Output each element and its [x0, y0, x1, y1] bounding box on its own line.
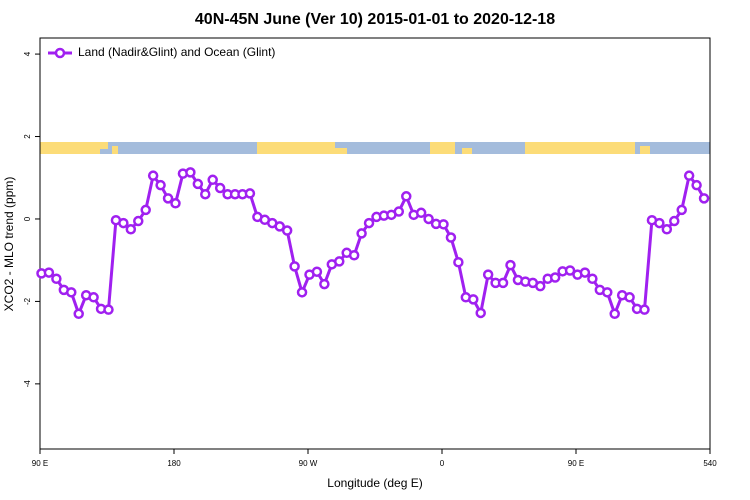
x-tick-label: 540: [703, 459, 717, 468]
data-point: [401, 191, 412, 202]
data-point: [393, 206, 405, 217]
data-point: [348, 249, 360, 261]
data-point: [185, 167, 196, 178]
data-point: [103, 304, 114, 315]
y-tick-label: -2: [23, 297, 32, 305]
data-point: [475, 307, 486, 319]
data-point: [214, 182, 226, 194]
data-point: [311, 266, 323, 277]
data-point: [639, 304, 650, 315]
data-point: [66, 287, 77, 298]
data-point: [43, 267, 55, 278]
data-point: [453, 257, 464, 268]
data-point: [207, 174, 218, 186]
y-tick-label: 2: [23, 134, 32, 139]
data-point: [602, 287, 613, 298]
data-point: [691, 179, 702, 191]
x-tick-label: 90 W: [299, 459, 318, 468]
x-tick-label: 90 E: [568, 459, 584, 468]
data-point: [147, 170, 159, 181]
data-point: [356, 228, 367, 239]
data-point: [564, 265, 576, 276]
data-point: [535, 280, 546, 292]
x-tick-label: 90 E: [32, 459, 48, 468]
data-point: [683, 170, 695, 181]
data-point: [505, 259, 516, 271]
data-point: [497, 277, 509, 289]
data-point: [415, 207, 427, 219]
land-ocean-strip: [40, 142, 710, 154]
data-point: [624, 292, 635, 303]
y-axis-label: XCO2 - MLO trend (ppm): [2, 177, 16, 312]
y-tick-label: 0: [23, 216, 32, 221]
data-point: [661, 224, 673, 235]
data-point: [51, 273, 62, 284]
data-point: [296, 287, 308, 298]
data-point: [654, 217, 665, 229]
data-point: [319, 278, 330, 290]
data-point: [88, 292, 99, 303]
data-point: [118, 217, 129, 229]
data-point: [445, 232, 457, 243]
data-point: [281, 225, 293, 236]
data-point: [579, 267, 591, 278]
data-point: [334, 256, 345, 267]
x-tick-label: 0: [440, 459, 445, 468]
data-point: [289, 261, 300, 272]
chart-title: 40N-45N June (Ver 10) 2015-01-01 to 2020…: [195, 11, 555, 28]
data-point: [363, 217, 375, 229]
plot-frame: [39, 37, 711, 450]
y-tick-label: 4: [23, 51, 32, 56]
data-point: [140, 204, 151, 216]
data-point: [244, 188, 256, 199]
data-point: [274, 221, 285, 232]
data-point: [438, 219, 449, 230]
data-point: [170, 198, 181, 209]
data-point: [133, 215, 144, 227]
data-point: [73, 308, 84, 320]
legend-label: Land (Nadir&Glint) and Ocean (Glint): [78, 45, 275, 59]
data-point: [482, 269, 494, 280]
data-point: [200, 188, 211, 200]
data-point: [698, 193, 710, 204]
data-point: [125, 224, 137, 235]
data-point: [155, 179, 166, 191]
data-point: [676, 204, 687, 216]
data-point: [423, 213, 434, 225]
data-point: [192, 178, 204, 190]
x-tick-label: 180: [167, 459, 181, 468]
y-tick-label: -4: [23, 380, 32, 388]
data-point: [468, 294, 479, 305]
x-axis-label: Longitude (deg E): [327, 476, 422, 490]
data-point: [609, 308, 620, 320]
data-point: [549, 272, 561, 283]
data-point: [669, 215, 680, 227]
data-point: [587, 273, 598, 284]
legend-marker: [54, 47, 66, 59]
data-point: [162, 193, 174, 204]
